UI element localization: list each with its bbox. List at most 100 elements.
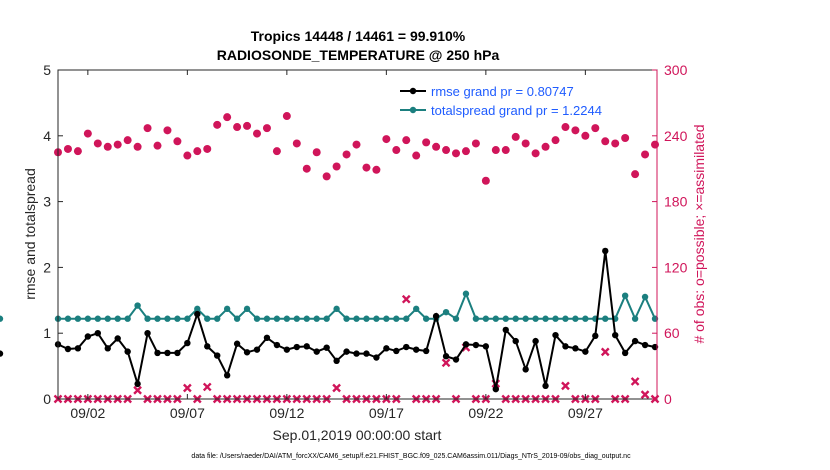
obs-possible-point (163, 126, 172, 135)
rmse-point (84, 333, 92, 340)
rmse-point (253, 346, 261, 353)
obs-possible-point (442, 146, 451, 155)
obs-possible-point (382, 135, 391, 144)
rmse-point (502, 326, 509, 334)
totalspread-point (263, 315, 271, 322)
totalspread-point (214, 315, 221, 322)
totalspread-point (323, 315, 330, 322)
rmse-point (532, 337, 539, 345)
rmse-point (482, 343, 490, 350)
y-left-tick-label-3: 3 (43, 194, 51, 210)
obs-assimilated-point (202, 382, 212, 392)
x-axis: 09/02 09/07 09/12 09/17 09/22 09/27 (70, 70, 603, 421)
totalspread-point (333, 305, 340, 313)
legend-totalspread-marker (409, 106, 417, 114)
rmse-point (104, 345, 111, 352)
obs-possible-point (292, 139, 301, 148)
obs-possible-point (83, 129, 92, 138)
totalspread-point (223, 305, 231, 313)
totalspread-point (552, 315, 559, 322)
obs-possible-point (342, 150, 351, 159)
rmse-point (552, 331, 559, 339)
totalspread-point (462, 290, 470, 297)
totalspread-point (104, 315, 111, 322)
totalspread-point (174, 315, 181, 322)
rmse-point (184, 339, 191, 347)
obs-possible-point (213, 120, 222, 129)
rmse-point (74, 345, 82, 352)
obs-possible-point (233, 123, 242, 132)
footer-data-file: data file: /Users/raeder/DAI/ATM_forcXX/… (191, 453, 631, 460)
obs-possible-point (611, 139, 620, 148)
y-left-tick-label-4: 4 (43, 128, 51, 144)
rmse-point (542, 382, 549, 390)
obs-possible-point (541, 142, 550, 151)
totalspread-point (393, 315, 400, 322)
legend-rmse-marker (409, 87, 417, 95)
rmse-point (64, 345, 72, 353)
totalspread-point (492, 315, 500, 322)
obs-possible-point (73, 147, 82, 156)
rmse-point (592, 332, 599, 340)
obs-possible-point (173, 137, 182, 146)
rmse-point (223, 372, 231, 379)
obs-possible-point (641, 150, 650, 159)
obs-possible-point (412, 151, 421, 160)
obs-possible-point (452, 149, 461, 158)
x-axis-label: Sep.01,2019 00:00:00 start (273, 427, 442, 443)
y-left-tick-label-0: 0 (43, 391, 51, 407)
y-axis-right: 0 60 120 180 240 300 (652, 62, 688, 407)
obs-possible-point (362, 163, 371, 172)
obs-possible-point (392, 146, 401, 155)
totalspread-point (452, 315, 460, 322)
rmse-point (273, 341, 281, 349)
rmse-point (114, 335, 121, 342)
rmse-point (174, 349, 181, 357)
totalspread-point (64, 315, 72, 322)
obs-possible-point (571, 126, 580, 135)
rmse-point (283, 346, 291, 353)
totalspread-point (303, 315, 310, 322)
totalspread-point (413, 305, 420, 313)
obs-assimilated-point (561, 381, 570, 391)
x-tick-label-0: 09/02 (70, 405, 105, 421)
obs-possible-point (461, 147, 470, 156)
legend-totalspread-label: totalspread grand pr = 1.2244 (431, 103, 602, 118)
obs-possible-point (332, 162, 341, 171)
y-left-tick-label-2: 2 (43, 259, 51, 275)
rmse-point (442, 353, 450, 360)
obs-possible-point (312, 148, 321, 157)
totalspread-point (194, 305, 201, 313)
obs-possible-point (123, 136, 132, 145)
obs-possible-point (402, 136, 411, 145)
obs-assimilated-point (183, 383, 192, 393)
rmse-point (243, 349, 251, 356)
obs-possible-point (601, 137, 610, 146)
totalspread-point (602, 315, 609, 322)
rmse-point (323, 344, 330, 351)
totalspread-point (134, 302, 141, 309)
y-right-tick-label-1: 60 (664, 325, 680, 341)
obs-possible-point (63, 144, 72, 153)
rmse-point (432, 312, 440, 320)
obs-possible-point (302, 164, 311, 173)
obs-possible-point (352, 140, 361, 149)
y-right-tick-label-0: 0 (664, 391, 672, 407)
totalspread-point (283, 315, 291, 322)
obs-possible-point (203, 144, 212, 153)
obs-possible-point (581, 131, 590, 140)
obs-possible-point (143, 124, 152, 133)
x-tick-label-1: 09/07 (170, 405, 205, 421)
rmse-point (353, 350, 360, 357)
obs-possible-point (531, 149, 540, 158)
rmse-point (422, 347, 430, 355)
obs-assimilated-point (640, 390, 650, 399)
obs-possible-point (521, 139, 530, 148)
obs-possible-point (133, 142, 142, 151)
totalspread-point (363, 315, 370, 322)
rmse-point (134, 380, 141, 388)
y-axis-left-label: rmse and totalspread (22, 168, 38, 300)
rmse-point (204, 343, 211, 350)
rmse-point (641, 341, 649, 349)
rmse-point (194, 310, 201, 318)
